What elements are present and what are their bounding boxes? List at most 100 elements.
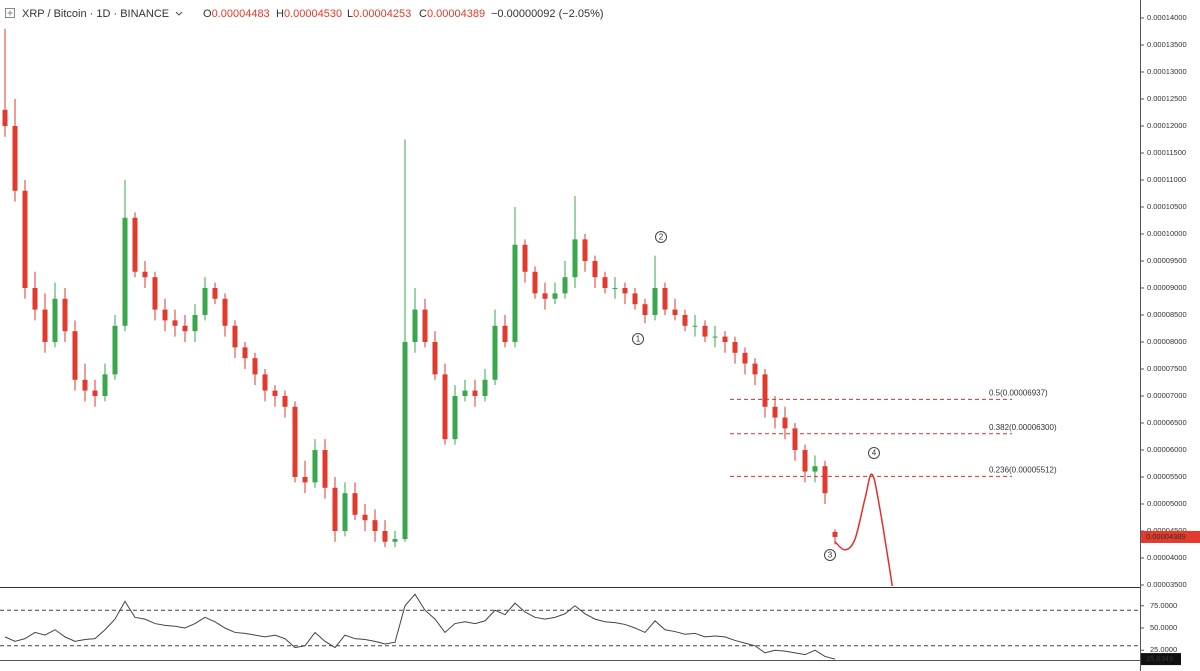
candle-body: [162, 309, 168, 321]
candle-body: [732, 341, 738, 353]
y-tick-label: 0.00013000: [1147, 67, 1187, 76]
candle-body: [252, 358, 258, 375]
ohlc-key: L: [347, 8, 353, 20]
candle-body: [2, 109, 8, 126]
candle-body: [32, 287, 38, 310]
wave-circle: [632, 333, 644, 345]
y-tick-label: 0.00004000: [1147, 553, 1187, 562]
ohlc-value: 0.00004483: [212, 8, 270, 20]
wave-label: 4: [872, 449, 877, 458]
candle-body: [52, 298, 58, 342]
symbol-icon[interactable]: [5, 8, 15, 18]
candle-body: [192, 314, 198, 332]
candle-body: [752, 363, 758, 375]
candle-body: [652, 287, 658, 315]
y-tick-label: 0.00009000: [1147, 283, 1187, 292]
candle-body: [92, 390, 98, 396]
candle-body: [552, 293, 558, 299]
candle-body: [292, 406, 298, 477]
candle-body: [202, 287, 208, 315]
candle-body: [342, 493, 348, 531]
candle-body: [102, 374, 108, 396]
ohlc-item: O0.00004483: [203, 8, 270, 20]
price-pane: 0.5(0.00006937) 0.382(0.00006300) 0.236(0.…: [2, 28, 1057, 586]
candle-body: [322, 449, 328, 488]
candle-body: [72, 331, 78, 380]
change: −0.00000092 (−2.05%): [491, 8, 604, 20]
rsi-line: [4, 593, 836, 660]
candle-body: [412, 309, 418, 342]
ohlc-key: O: [203, 8, 212, 20]
wave-label: 3: [828, 551, 833, 560]
candle-body: [772, 406, 778, 418]
ohlc-value: 0.00004530: [284, 8, 342, 20]
y-tick-label: 0.00013500: [1147, 40, 1187, 49]
wave-label: 2: [659, 233, 664, 242]
candle-body: [452, 395, 458, 440]
candle-body: [22, 190, 28, 288]
candle-body: [392, 539, 398, 542]
rsi-last-box: [1141, 653, 1181, 666]
candle-body: [812, 466, 818, 472]
candle-body: [282, 395, 288, 407]
y-tick-label: 0.00005500: [1147, 472, 1187, 481]
y-tick-label: 0.00008000: [1147, 337, 1187, 346]
candle-body: [592, 260, 598, 278]
wave-label: 1: [636, 335, 641, 344]
candle-body: [642, 304, 648, 315]
candle-body: [402, 341, 408, 540]
rsi-last-label: 15.0349: [1146, 654, 1173, 663]
candle-body: [682, 314, 688, 326]
candle-body: [802, 449, 808, 472]
ohlc-item: H0.00004530: [276, 8, 342, 20]
y-tick-label: 0.00009500: [1147, 256, 1187, 265]
candle-body: [832, 531, 838, 537]
candle-body: [562, 277, 568, 294]
ohlc-key: C: [419, 8, 427, 20]
fib-label: 0.382(0.00006300): [989, 423, 1057, 432]
wave-circle: [868, 447, 880, 459]
candle-body: [582, 239, 588, 261]
y-tick-label: 0.00011000: [1147, 175, 1186, 184]
candle-body: [522, 244, 528, 272]
y-tick-label: 0.00014000: [1147, 13, 1187, 22]
last-price-box: [1141, 530, 1200, 543]
candle-body: [672, 309, 678, 315]
candle-body: [542, 293, 548, 299]
candle-body: [472, 390, 478, 396]
candle-body: [152, 277, 158, 310]
candle-body: [372, 520, 378, 531]
candle-body: [612, 287, 618, 289]
candle-body: [242, 347, 248, 359]
candle-body: [492, 325, 498, 380]
candle-body: [632, 293, 638, 305]
y-tick-label: 0.00012500: [1147, 94, 1187, 103]
candle-body: [352, 493, 358, 515]
ohlc-item: C0.00004389: [419, 8, 485, 20]
candle-body: [532, 271, 538, 294]
candle-body: [232, 325, 238, 348]
candle-body: [742, 352, 748, 364]
candle-body: [362, 514, 368, 521]
rsi-tick-label: 50.0000: [1150, 623, 1177, 632]
candle-body: [172, 320, 178, 326]
candle-body: [132, 217, 138, 272]
chart-title[interactable]: XRP / Bitcoin · 1D · BINANCE: [22, 8, 169, 20]
candle-body: [262, 374, 268, 391]
candle-body: [272, 390, 278, 396]
candle-body: [822, 466, 828, 494]
candle-body: [422, 309, 428, 342]
wave-circle: [824, 549, 836, 561]
y-tick-label: 0.00006500: [1147, 418, 1187, 427]
candle-body: [62, 298, 68, 332]
ohlc-item: L0.00004253: [347, 8, 411, 20]
title-chevron[interactable]: [175, 11, 183, 16]
wave-circle: [655, 231, 667, 243]
ohlc-key: H: [276, 8, 284, 20]
projection-curve: [834, 473, 894, 586]
rsi-tick-label: 75.0000: [1150, 601, 1177, 610]
fib-label: 0.5(0.00006937): [989, 388, 1048, 397]
candle-body: [662, 287, 668, 310]
